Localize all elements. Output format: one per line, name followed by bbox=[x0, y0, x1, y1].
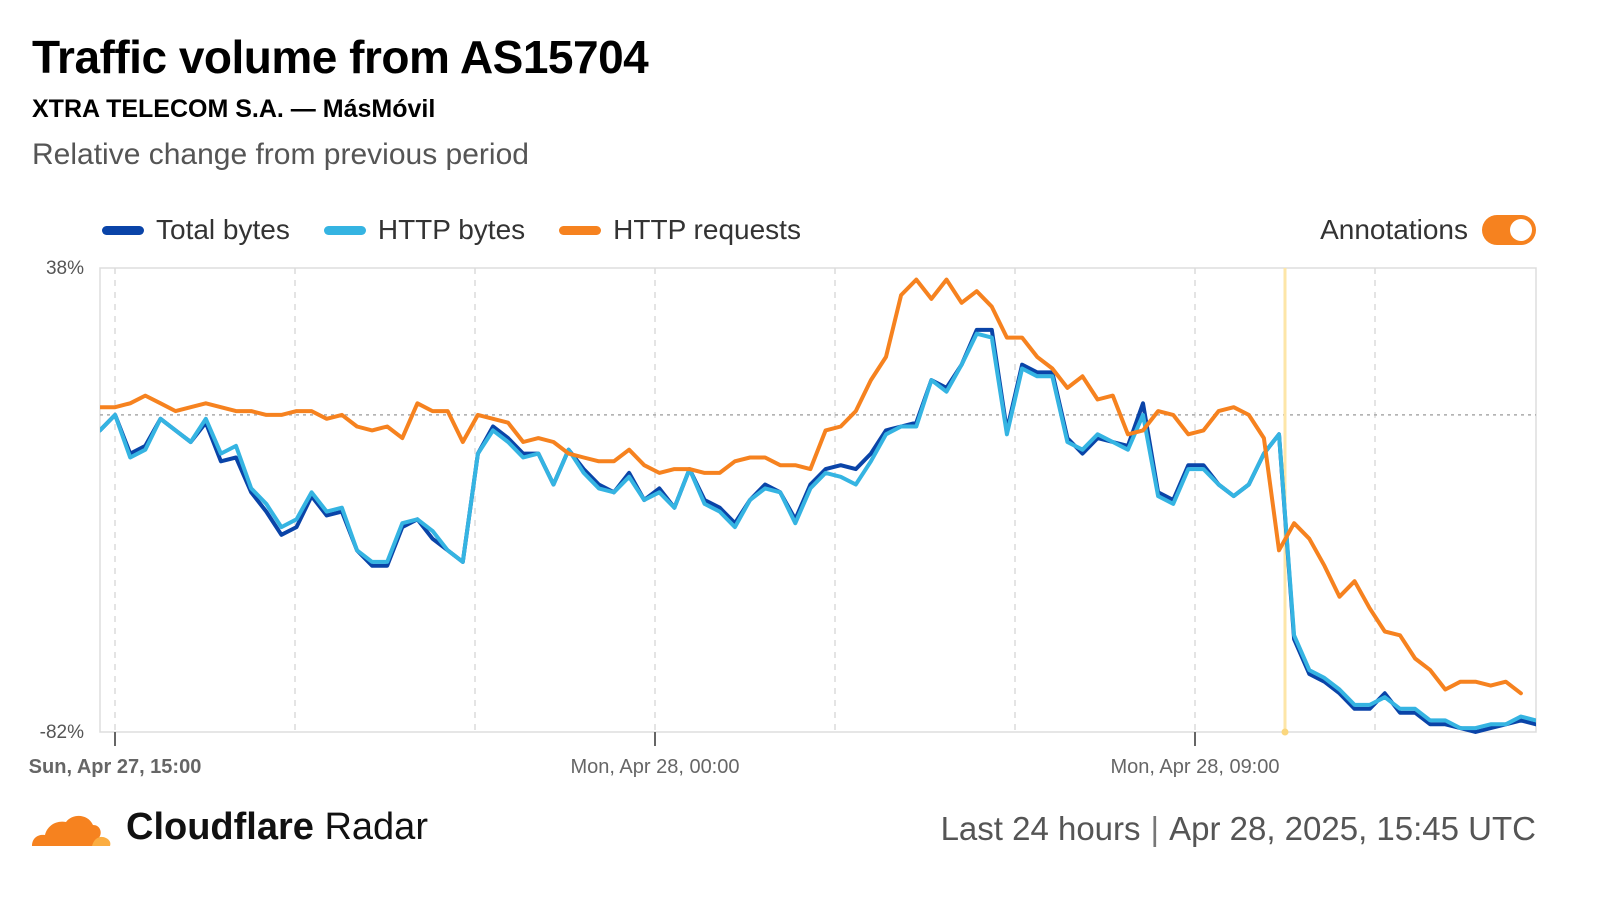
plot-frame bbox=[99, 267, 1537, 733]
x-tick-label: Mon, Apr 28, 00:00 bbox=[570, 756, 739, 778]
legend-item-http-bytes[interactable]: HTTP bytes bbox=[323, 214, 526, 246]
legend-label-total-bytes: Total bytes bbox=[156, 214, 290, 245]
chart-subtitle: XTRA TELECOM S.A. — MásMóvil bbox=[32, 95, 436, 123]
annotations-toggle[interactable] bbox=[1482, 215, 1536, 245]
y-tick-label: 38% bbox=[46, 258, 84, 279]
chart-description: Relative change from previous period bbox=[32, 138, 529, 171]
series-line-total-bytes bbox=[100, 327, 1536, 734]
y-tick-label: -82% bbox=[40, 722, 84, 743]
cloudflare-cloud-icon bbox=[32, 815, 111, 846]
footer-separator: | bbox=[1150, 810, 1160, 847]
legend-swatch-http-requests bbox=[559, 225, 602, 235]
chart-title: Traffic volume from AS15704 bbox=[32, 31, 649, 83]
cloudflare-radar-logo[interactable]: Cloudflare Radar bbox=[30, 806, 428, 849]
footer-info: Last 24 hours | Apr 28, 2025, 15:45 UTC bbox=[941, 810, 1536, 848]
legend-item-total-bytes[interactable]: Total bytes bbox=[102, 214, 290, 246]
annotation-dot bbox=[1281, 728, 1289, 736]
series-line-http-bytes bbox=[100, 331, 1536, 731]
series-group bbox=[100, 277, 1536, 734]
brand-name: Cloudflare Radar bbox=[126, 806, 428, 849]
timestamp: Apr 28, 2025, 15:45 UTC bbox=[1169, 810, 1536, 847]
brand-bold: Cloudflare bbox=[126, 806, 314, 848]
brand-regular: Radar bbox=[324, 806, 428, 848]
series-line-http-requests bbox=[100, 277, 1523, 696]
annotations-control: Annotations bbox=[1320, 214, 1536, 246]
traffic-line-chart: 38% -82% Sun, Apr 27, 15:00 Mon, Apr 28, 00… bbox=[29, 258, 1537, 778]
time-range: Last 24 hours bbox=[940, 810, 1141, 847]
legend-label-http-bytes: HTTP bytes bbox=[377, 214, 526, 245]
toggle-knob bbox=[1510, 219, 1532, 241]
legend-item-http-requests[interactable]: HTTP requests bbox=[559, 214, 801, 246]
annotations-label: Annotations bbox=[1320, 214, 1468, 245]
x-tick-label: Mon, Apr 28, 09:00 bbox=[1110, 756, 1279, 778]
x-tick-label: Sun, Apr 27, 15:00 bbox=[29, 756, 202, 778]
legend-label-http-requests: HTTP requests bbox=[613, 214, 801, 245]
legend-swatch-http-bytes bbox=[323, 225, 366, 235]
legend-swatch-total-bytes bbox=[102, 225, 144, 235]
legend: Total bytes HTTP bytes HTTP requests bbox=[102, 214, 835, 246]
